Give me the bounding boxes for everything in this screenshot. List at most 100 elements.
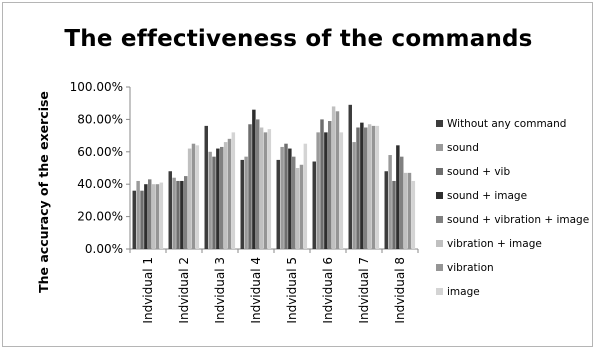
bar [212, 156, 216, 249]
legend-swatch [436, 264, 443, 271]
bar [328, 121, 332, 249]
bar [240, 159, 244, 249]
bar [172, 177, 176, 249]
category-label: Indvidual 6 [321, 257, 335, 324]
category-label: Indvidual 8 [393, 257, 407, 324]
y-axis-ticks: 0.00% 20.00% 40.00% 60.00% 80.00% 100.00% [70, 80, 130, 256]
bar [292, 156, 296, 249]
category-label: Indvidual 5 [285, 257, 299, 324]
bar [136, 180, 140, 249]
bar [155, 184, 160, 249]
bar [248, 124, 252, 249]
legend-label: vibration + image [447, 238, 542, 250]
bar [280, 146, 284, 249]
bar [140, 190, 144, 249]
bar [151, 184, 156, 249]
bar [231, 132, 236, 249]
legend: Without any command sound sound + vib sound… [436, 118, 589, 298]
bar [303, 143, 308, 249]
bar [144, 184, 148, 249]
bar [324, 132, 328, 249]
legend-swatch [436, 192, 443, 199]
bar [276, 159, 280, 249]
legend-swatch [436, 168, 443, 175]
bar [403, 172, 408, 249]
category-label: Indvidual 2 [177, 257, 191, 324]
category-labels: Indvidual 1 Indvidual 2 Indvidual 3 Indvidu… [141, 257, 407, 324]
y-tick-label: 40.00% [77, 177, 123, 191]
bar [388, 155, 392, 249]
bar [348, 104, 352, 249]
bar [299, 164, 304, 249]
bar [256, 119, 260, 250]
bar [339, 132, 344, 249]
bar [180, 180, 184, 249]
category-label: Indvidual 7 [357, 257, 371, 324]
bar [316, 132, 320, 249]
bar [392, 180, 396, 249]
bar [407, 172, 412, 249]
legend-label: image [447, 286, 480, 298]
legend-label: sound [447, 142, 479, 154]
bar [204, 125, 208, 249]
legend-label: Without any command [447, 118, 566, 130]
bar [159, 182, 164, 249]
bar [384, 171, 388, 249]
bar [411, 180, 416, 249]
bar [360, 122, 364, 249]
bar [263, 132, 268, 249]
y-tick-label: 0.00% [85, 242, 123, 256]
legend-swatch [436, 144, 443, 151]
bars [132, 104, 416, 250]
legend-label: sound + vib [447, 166, 510, 178]
bar [335, 111, 340, 249]
y-tick-label: 100.00% [70, 80, 123, 94]
bar [396, 145, 400, 249]
bar [288, 148, 292, 249]
y-tick-label: 80.00% [77, 112, 123, 126]
bar [284, 143, 288, 249]
bar [371, 125, 376, 249]
bar [195, 145, 200, 249]
bar [176, 180, 180, 249]
bar [132, 190, 136, 249]
bar [356, 127, 360, 249]
bar [367, 124, 372, 249]
bar [220, 146, 224, 249]
bar [184, 176, 188, 249]
y-axis-title: The accuracy of the exercise [36, 91, 51, 293]
category-label: Indvidual 1 [141, 257, 155, 324]
legend-swatch [436, 120, 443, 127]
bar [216, 148, 220, 249]
bar [267, 129, 272, 249]
bar [252, 109, 256, 250]
legend-swatch [436, 216, 443, 223]
bar [320, 119, 324, 250]
legend-swatch [436, 240, 443, 247]
bar [295, 168, 300, 249]
bar [312, 161, 316, 249]
legend-swatch [436, 288, 443, 295]
bar [191, 143, 196, 249]
bar [364, 127, 368, 249]
bar [244, 156, 248, 249]
bar [375, 125, 380, 249]
bar [259, 127, 264, 249]
bar [168, 171, 172, 249]
bar [187, 148, 192, 249]
legend-label: vibration [447, 262, 494, 274]
bar [208, 151, 212, 249]
bar [400, 156, 404, 249]
bar [331, 106, 336, 249]
y-tick-label: 60.00% [77, 145, 123, 159]
bar [148, 179, 152, 249]
bar [227, 138, 232, 249]
category-label: Indvidual 4 [249, 257, 263, 324]
y-tick-label: 20.00% [77, 210, 123, 224]
legend-label: sound + image [447, 190, 527, 202]
category-label: Indvidual 3 [213, 257, 227, 324]
chart-title: The effectiveness of the commands [64, 26, 533, 52]
legend-label: sound + vibration + image [447, 214, 589, 226]
bar [223, 142, 228, 249]
